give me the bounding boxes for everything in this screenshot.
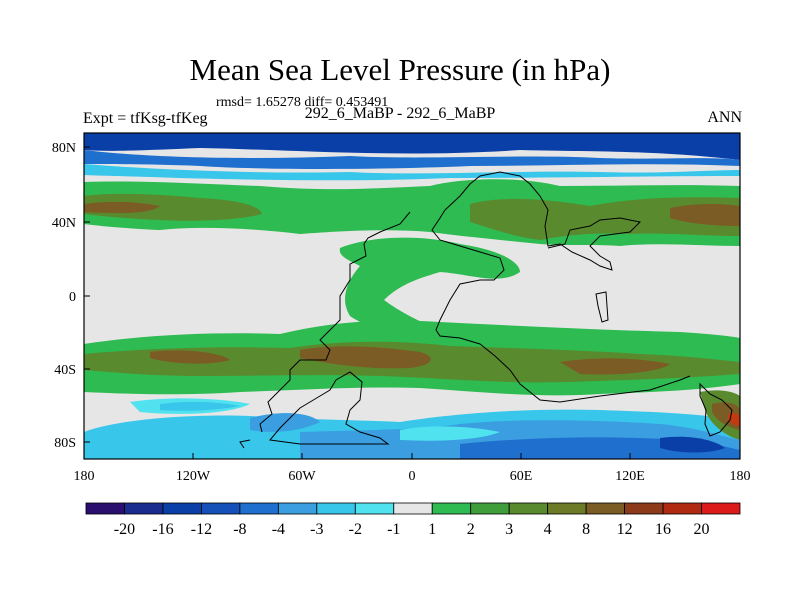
coastlines <box>239 171 733 449</box>
arctic-cyan-band <box>84 164 740 181</box>
x-tick-label: 0 <box>409 469 416 484</box>
coastline-east-island <box>699 382 733 437</box>
colorbar-label: 4 <box>544 521 552 538</box>
coastline-small-island <box>595 291 609 323</box>
colorbar-swatch <box>470 502 510 515</box>
colorbar-label: -8 <box>233 521 246 538</box>
colorbar-label: -20 <box>114 521 135 538</box>
colorbar-label: 20 <box>694 521 710 538</box>
colorbar-swatch <box>124 502 164 515</box>
coastline-western-continent <box>259 211 411 433</box>
y-tick-label: 40N <box>52 216 76 231</box>
period-label: 292_6_MaBP - 292_6_MaBP <box>304 105 496 122</box>
arctic-blue-band <box>84 150 740 169</box>
x-tick-label: 180 <box>730 469 751 484</box>
x-tick-label: 60W <box>288 469 316 484</box>
colorbar-label: -2 <box>349 521 362 538</box>
season-label: ANN <box>707 109 742 126</box>
colorbar-swatch <box>354 502 395 515</box>
colorbar-label: -3 <box>310 521 323 538</box>
colorbar-swatch <box>431 502 472 515</box>
x-axis-labels: 180 120W 60W 0 60E 120E 180 <box>74 469 751 484</box>
antarctic-cyan-patch <box>400 426 500 441</box>
colorbar-label: 3 <box>505 521 513 538</box>
north-brown-west <box>84 201 160 214</box>
coastline-south-pacific <box>239 439 251 449</box>
colorbar-swatch <box>624 502 664 515</box>
x-tick-label: 120E <box>615 469 645 484</box>
y-tick-label: 80N <box>52 141 76 156</box>
experiment-label: Expt = tfKsg-tfKeg <box>83 110 208 127</box>
colorbar-label: -12 <box>191 521 212 538</box>
colorbar-label: 2 <box>467 521 475 538</box>
colorbar-label: 1 <box>428 521 436 538</box>
north-olive-band-west <box>84 193 262 221</box>
colorbar-swatch <box>393 502 433 515</box>
x-tick-label: 60E <box>510 469 533 484</box>
colorbar-swatch <box>508 502 549 515</box>
chart-title: Mean Sea Level Pressure (in hPa) <box>189 52 611 87</box>
y-tick-label: 0 <box>69 290 76 305</box>
colorbar-labels: -20 -16 -12 -8 -4 -3 -2 -1 1 2 3 4 8 12 16 20 <box>114 521 710 538</box>
colorbar-swatch <box>547 502 587 515</box>
south-brown-center <box>300 346 431 369</box>
south-pacific-lightblue <box>160 401 240 411</box>
y-tick-label: 40S <box>54 363 76 378</box>
south-brown-west <box>150 350 230 364</box>
colorbar-label: -4 <box>272 521 285 538</box>
coastline-north-continent <box>444 171 642 271</box>
colorbar-label: 12 <box>617 521 633 538</box>
pressure-field <box>84 133 740 459</box>
colorbar-label: -1 <box>387 521 400 538</box>
y-axis-labels: 80N 40N 0 40S 80S <box>52 141 76 451</box>
x-tick-label: 120W <box>176 469 211 484</box>
colorbar-label: 16 <box>655 521 671 538</box>
arctic-deep-band <box>84 133 740 160</box>
colorbar <box>85 502 741 515</box>
colorbar-swatch <box>662 502 702 515</box>
coastline-central-continent <box>431 209 691 403</box>
x-tick-label: 180 <box>74 469 95 484</box>
colorbar-swatch <box>277 502 318 515</box>
colorbar-swatch <box>239 502 279 515</box>
coastline-antarctic-peninsula <box>269 371 390 445</box>
colorbar-label: -16 <box>152 521 173 538</box>
colorbar-label: 8 <box>582 521 590 538</box>
tick-marks <box>83 146 741 459</box>
north-brown-east <box>670 204 740 226</box>
tropical-green-blob <box>339 237 520 333</box>
colorbar-swatch <box>85 502 125 515</box>
y-tick-label: 80S <box>54 436 76 451</box>
south-brown-east <box>560 358 670 375</box>
colorbar-swatch <box>162 502 202 515</box>
colorbar-swatch <box>201 502 241 515</box>
antarctic-deep-blue <box>660 436 725 453</box>
colorbar-swatch <box>316 502 356 515</box>
colorbar-swatch <box>701 502 741 515</box>
colorbar-swatch <box>585 502 625 515</box>
stats-text: rmsd= 1.65278 diff= 0.453491 <box>216 95 389 110</box>
